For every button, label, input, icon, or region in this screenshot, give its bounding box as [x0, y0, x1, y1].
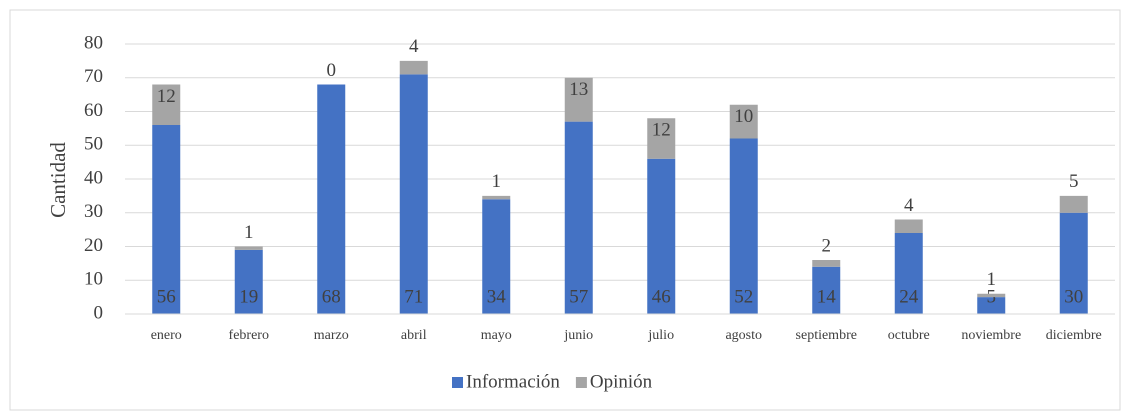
data-label: 4	[904, 195, 914, 216]
bar-segment	[317, 84, 346, 314]
x-tick-label: enero	[151, 328, 182, 343]
bar-segment	[482, 199, 511, 314]
data-label: 71	[404, 286, 423, 307]
bar-segment	[564, 121, 593, 314]
bar-segment	[1059, 195, 1088, 213]
x-tick-label: marzo	[314, 328, 349, 343]
data-label: 24	[899, 286, 919, 307]
y-tick-label: 60	[84, 100, 103, 121]
data-label: 12	[652, 120, 671, 141]
x-tick-label: agosto	[725, 328, 762, 343]
bar-segment	[812, 266, 841, 314]
bar-segment	[152, 125, 181, 314]
data-label: 30	[1064, 286, 1083, 307]
y-tick-label: 10	[84, 269, 103, 290]
bar-segment	[399, 74, 428, 314]
data-label: 56	[157, 286, 176, 307]
bar-segment	[234, 249, 263, 314]
x-tick-label: abril	[401, 328, 427, 343]
bar-segment	[564, 77, 593, 122]
data-label: 0	[327, 60, 337, 81]
bar-segment	[647, 158, 676, 314]
bar-segment	[729, 104, 758, 139]
data-label: 4	[409, 36, 419, 57]
y-tick-label: 70	[84, 66, 103, 87]
x-tick-label: diciembre	[1046, 328, 1102, 343]
bar-segment	[977, 293, 1006, 298]
x-tick-label: noviembre	[961, 328, 1021, 343]
data-label: 46	[652, 286, 671, 307]
bar-segment	[647, 118, 676, 159]
y-tick-label: 0	[94, 302, 104, 323]
bar-segment	[234, 246, 263, 250]
legend-swatch	[575, 377, 587, 388]
y-axis-title: Cantidad	[46, 142, 70, 218]
legend-swatch	[452, 377, 463, 388]
x-tick-label: febrero	[229, 328, 269, 343]
bar-segment	[1059, 212, 1088, 314]
data-label: 1	[244, 222, 254, 243]
y-tick-label: 50	[84, 134, 103, 155]
bar-segment	[399, 60, 428, 75]
bar-segment	[894, 219, 923, 233]
data-label: 34	[487, 286, 507, 307]
data-label: 57	[569, 286, 588, 307]
data-label: 10	[734, 106, 753, 127]
bar-segment	[812, 260, 841, 267]
x-tick-label: julio	[647, 328, 674, 343]
data-label: 52	[734, 286, 753, 307]
data-label: 2	[822, 235, 832, 256]
data-label: 12	[157, 86, 176, 107]
y-tick-label: 80	[84, 32, 103, 53]
bar-segment	[729, 138, 758, 314]
data-label: 19	[239, 286, 258, 307]
x-tick-label: mayo	[481, 328, 512, 343]
bar-segment	[482, 195, 511, 200]
bar-segment	[152, 84, 181, 125]
x-tick-label: junio	[563, 328, 593, 343]
data-label: 68	[322, 286, 341, 307]
bar-segment	[894, 233, 923, 314]
data-label: 13	[569, 79, 588, 100]
y-tick-label: 40	[84, 167, 103, 188]
y-tick-label: 20	[84, 235, 103, 256]
legend-label: Información	[466, 371, 560, 392]
data-label: 5	[1069, 171, 1079, 192]
data-label: 1	[987, 269, 997, 290]
x-tick-label: septiembre	[796, 328, 857, 343]
data-label: 1	[492, 171, 502, 192]
legend-label: Opinión	[590, 371, 653, 392]
x-tick-label: octubre	[888, 328, 930, 343]
data-label: 14	[817, 286, 837, 307]
y-tick-label: 30	[84, 201, 103, 222]
bar-segment	[977, 297, 1006, 314]
